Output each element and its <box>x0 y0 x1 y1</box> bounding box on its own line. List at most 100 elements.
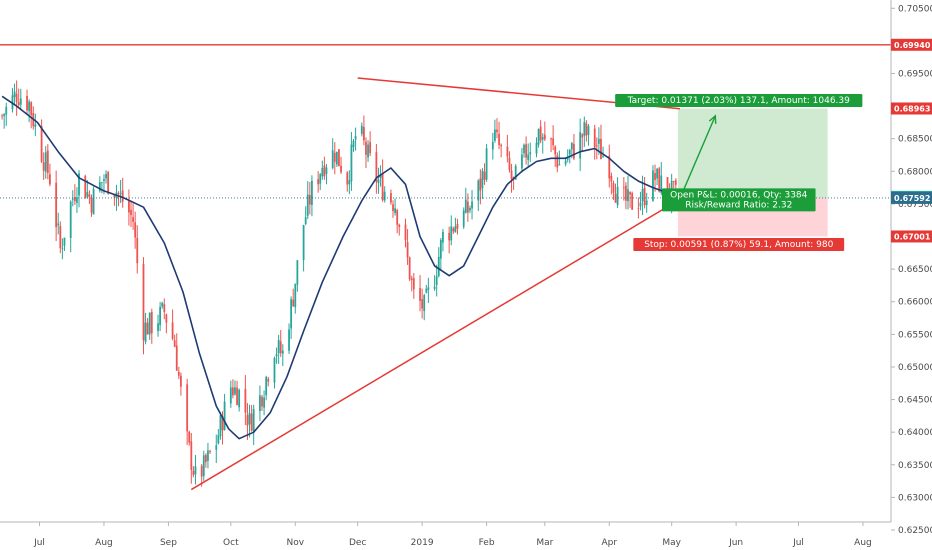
candle-body <box>294 283 297 308</box>
candle-body <box>543 134 546 140</box>
candle-body <box>593 128 596 148</box>
candle-body <box>512 176 515 178</box>
candle-body <box>641 188 644 202</box>
candle-body <box>180 375 182 387</box>
candle-body <box>57 223 60 226</box>
candle-body <box>437 256 440 277</box>
price-tick-label: 0.69500 <box>898 69 932 79</box>
open-pnl-label-bg <box>661 188 816 212</box>
price-tick-label: 0.63500 <box>898 461 932 471</box>
candle-body <box>263 397 265 408</box>
candle-body <box>529 152 532 155</box>
candle-body <box>365 141 367 155</box>
candle-body <box>304 217 307 224</box>
candle-body <box>521 154 523 169</box>
time-tick-label: Sep <box>160 538 177 548</box>
candle-body <box>485 148 488 180</box>
candle-body <box>654 172 656 181</box>
candle-body <box>637 208 640 210</box>
candle-body <box>90 197 93 213</box>
candle-body <box>144 322 147 342</box>
candle-body <box>267 378 270 382</box>
candle-body <box>631 193 634 210</box>
candle-body <box>394 208 396 213</box>
candle-body <box>209 451 211 452</box>
candle-body <box>311 180 313 205</box>
candle-body <box>408 257 411 280</box>
candle-body <box>423 295 426 312</box>
candle-body <box>367 144 369 158</box>
candle-body <box>433 286 436 289</box>
candle-body <box>46 150 49 173</box>
price-tick-label: 0.63000 <box>898 493 932 503</box>
candle-body <box>597 138 600 144</box>
candle-body <box>26 95 28 111</box>
candle-body <box>217 435 220 444</box>
candle-body <box>622 187 625 189</box>
candle-body <box>369 142 372 154</box>
candle-body <box>514 165 517 180</box>
candle-body <box>379 175 382 179</box>
candle-body <box>252 409 255 432</box>
candle-body <box>406 242 409 258</box>
candle-body <box>377 179 380 184</box>
candle-body <box>308 195 311 205</box>
open-pnl-label-text: Open P&L: 0.00016, Qty: 3384 <box>670 190 808 200</box>
candle-body <box>481 170 484 189</box>
candle-body <box>190 441 193 470</box>
candle-body <box>579 132 582 159</box>
trendline-lower <box>190 198 681 491</box>
candle-body <box>17 102 20 106</box>
candle-body <box>71 198 74 200</box>
candle-body <box>419 288 421 301</box>
candle-body <box>541 137 544 140</box>
candle-body <box>317 179 320 185</box>
candle-body <box>100 182 103 184</box>
candle-body <box>573 143 575 159</box>
candle-body <box>244 388 247 413</box>
candle-body <box>639 202 642 207</box>
candle-body <box>672 181 675 182</box>
candle-body <box>49 174 51 185</box>
candle-body <box>537 128 540 145</box>
candle-body <box>491 142 494 150</box>
open-pnl-label: Open P&L: 0.00016, Qty: 3384Risk/Reward … <box>661 188 816 212</box>
price-badge-bg <box>891 102 932 115</box>
price-badge-label: 0.68963 <box>894 105 930 114</box>
time-tick-label: Jun <box>728 538 743 548</box>
candle-body <box>404 224 407 241</box>
time-tick-label: Mar <box>536 538 553 548</box>
time-tick-label: 2019 <box>411 538 434 548</box>
candle-body <box>19 98 22 105</box>
price-tick-label: 0.66000 <box>898 298 932 308</box>
candle-body <box>73 197 76 202</box>
candle-body <box>656 168 659 179</box>
candle-body <box>496 129 498 133</box>
candle-body <box>363 126 365 141</box>
candle-body <box>163 304 166 312</box>
candle-body <box>204 455 207 463</box>
candle-body <box>469 208 471 211</box>
candle-body <box>627 189 629 202</box>
target-label-text: Target: 0.01371 (2.03%) 137.1, Amount: 1… <box>627 96 851 106</box>
candle-body <box>207 450 209 461</box>
candle-body <box>412 278 415 290</box>
candle-body <box>383 191 386 201</box>
candle-body <box>652 170 654 201</box>
candle-body <box>84 175 87 199</box>
candle-body <box>136 237 139 264</box>
candle-body <box>587 126 590 135</box>
candle-body <box>610 175 613 182</box>
candle-body <box>192 470 195 475</box>
candle-body <box>234 387 236 395</box>
candle-body <box>558 164 561 166</box>
candle-body <box>439 239 442 259</box>
candle-body <box>113 194 116 198</box>
candle-body <box>250 413 253 431</box>
candle-body <box>645 200 648 205</box>
candle-body <box>477 180 480 201</box>
candle-body <box>175 345 178 371</box>
candle-body <box>556 155 559 168</box>
